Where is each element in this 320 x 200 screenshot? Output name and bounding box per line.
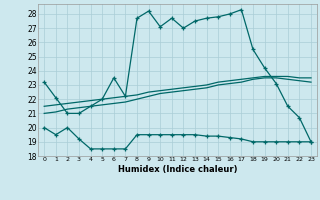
X-axis label: Humidex (Indice chaleur): Humidex (Indice chaleur) [118,165,237,174]
